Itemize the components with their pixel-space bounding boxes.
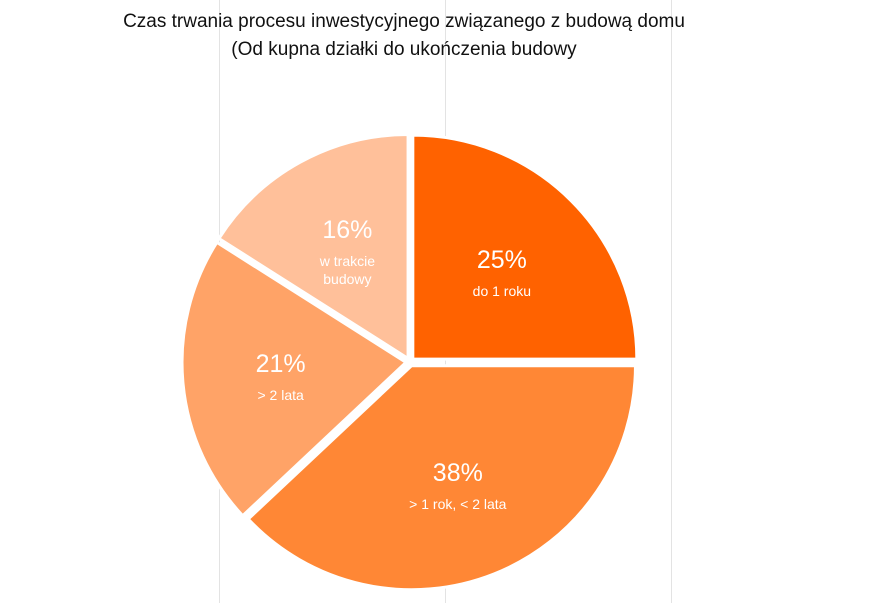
slice-category-label: > 2 lata (257, 387, 304, 403)
pie-slices (180, 132, 639, 592)
pie-labels: 25% do 1 roku 38% > 1 rok, < 2 lata 21% > 2 l… (256, 216, 531, 512)
slice-percent-label: 38% (433, 459, 483, 487)
pie-slice-ponad-2-lata (180, 240, 408, 518)
chart-subtitle: (Od kupna działki do ukończenia budowy (231, 39, 577, 60)
slice-percent-label: 25% (477, 246, 527, 274)
pie-slice-w-trakcie-budowy (217, 132, 410, 360)
slice-category-label: w trakcie budowy (319, 253, 375, 287)
slice-category-label: > 1 rok, < 2 lata (409, 496, 506, 512)
chart-title: Czas trwania procesu inwestycyjnego zwią… (123, 11, 685, 32)
pie-slice-1-2-lata (246, 364, 637, 592)
chart-title-block: Czas trwania procesu inwestycyjnego zwią… (0, 8, 808, 64)
slice-category-label: do 1 roku (473, 283, 531, 299)
pie-slice-do-1-roku (411, 133, 639, 361)
slice-percent-label: 16% (322, 216, 372, 244)
slice-percent-label: 21% (256, 350, 306, 378)
